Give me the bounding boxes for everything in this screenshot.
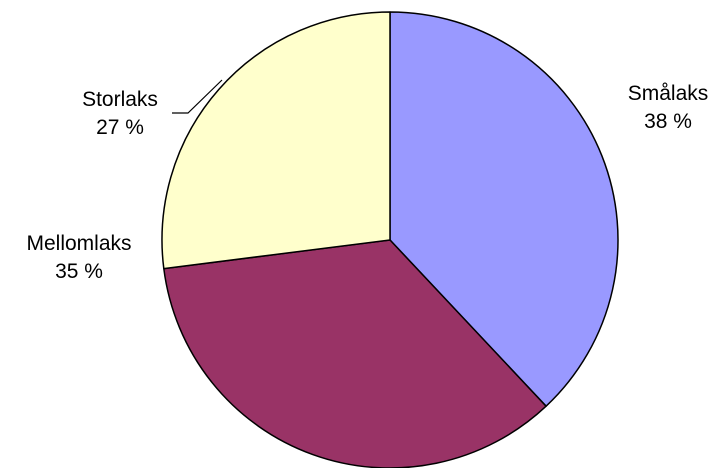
slice-label-smalaks-name: Smålaks [628,82,709,105]
slice-label-mellomlaks-value: 35 % [55,260,103,283]
slice-label-storlaks-value: 27 % [96,116,144,139]
slice-label-smalaks-value: 38 % [644,110,692,133]
leader-lines [172,79,223,114]
slice-label-mellomlaks-name: Mellomlaks [26,232,131,255]
pie-slice-mellomlaks [163,239,547,468]
pie-slice-smalaks [389,11,619,407]
pie-slice-storlaks [161,11,391,270]
slice-labels: Smålaks 38 % Mellomlaks 35 % Storlaks 27… [26,82,708,283]
slice-label-storlaks-name: Storlaks [82,88,158,111]
leader-line-storlaks [172,79,223,114]
pie-slices [161,11,619,468]
